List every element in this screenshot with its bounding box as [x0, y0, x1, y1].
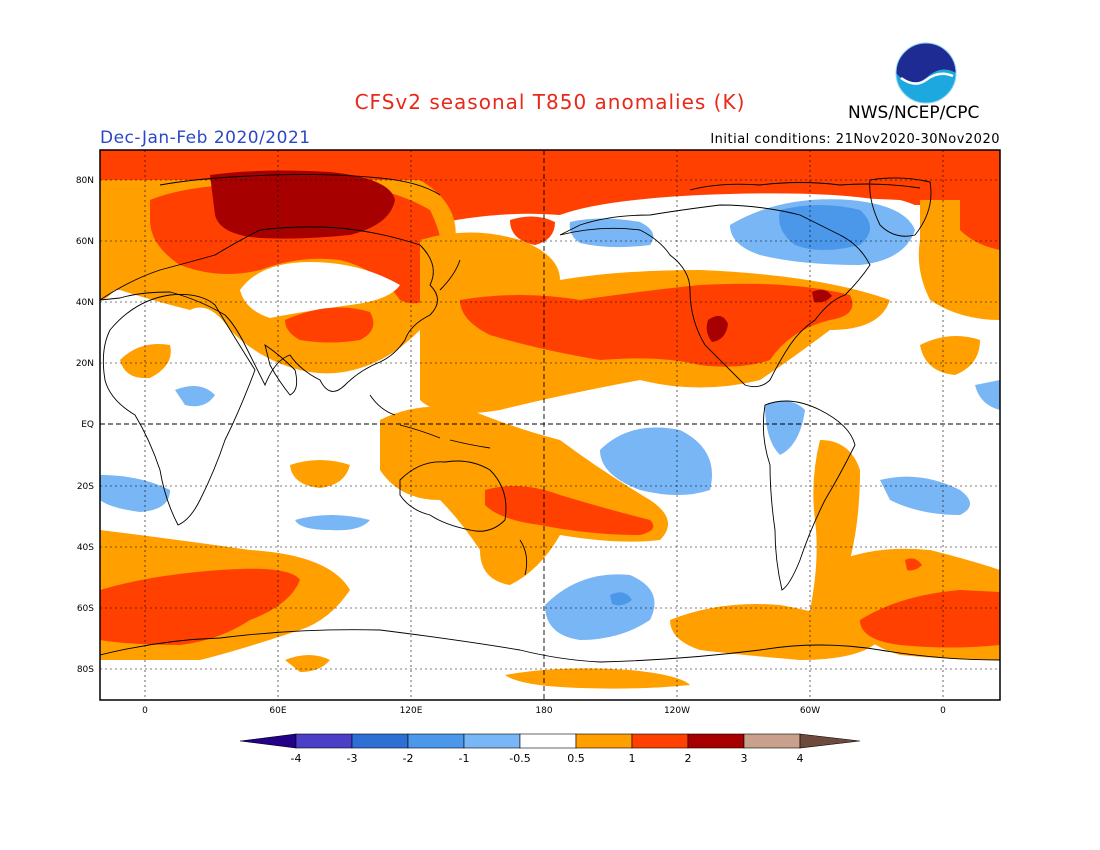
lon-label: 120W [664, 706, 690, 716]
colorbar-segment [351, 733, 409, 749]
colorbar [239, 733, 861, 749]
colorbar-segment [575, 733, 633, 749]
lon-label: 180 [535, 706, 552, 716]
lat-label: 20N [76, 359, 94, 369]
colorbar-tick-label: -4 [291, 752, 302, 765]
colorbar-tick-label: -2 [403, 752, 414, 765]
lon-label: 60E [269, 706, 286, 716]
lon-label: 120E [400, 706, 423, 716]
agency-label: NWS/NCEP/CPC [848, 103, 980, 123]
colorbar-segment [519, 733, 577, 749]
colorbar-tick-label: -3 [347, 752, 358, 765]
coastlines [100, 173, 1000, 663]
lat-label: EQ [81, 420, 94, 430]
lat-label: 60S [77, 604, 94, 614]
colorbar-segment [743, 733, 801, 749]
colorbar-segment [631, 733, 689, 749]
initial-conditions-label: Initial conditions: 21Nov2020-30Nov2020 [710, 132, 1000, 147]
season-label: Dec-Jan-Feb 2020/2021 [100, 128, 311, 148]
lat-label: 80N [76, 176, 94, 186]
colorbar-tick-label: 4 [797, 752, 804, 765]
lat-label: 20S [77, 482, 94, 492]
lon-label: 60W [800, 706, 820, 716]
colorbar-segment [239, 733, 297, 749]
colorbar-tick-label: 2 [685, 752, 692, 765]
anomaly-fields [100, 150, 1000, 700]
lat-label: 40N [76, 298, 94, 308]
colorbar-segment [687, 733, 745, 749]
equator-dateline [100, 150, 1000, 700]
colorbar-tick-label: 3 [741, 752, 748, 765]
grid-lines [100, 150, 1000, 700]
colorbar-segment [799, 733, 861, 749]
map-frame [99, 149, 1001, 701]
colorbar-tick-label: 1 [629, 752, 636, 765]
map-title: CFSv2 seasonal T850 anomalies (K) [354, 90, 746, 114]
lat-label: 40S [77, 543, 94, 553]
colorbar-tick-label: 0.5 [567, 752, 585, 765]
colorbar-segment [295, 733, 353, 749]
colorbar-tick-label: -1 [459, 752, 470, 765]
colorbar-segment [463, 733, 521, 749]
colorbar-tick-label: -0.5 [509, 752, 530, 765]
lon-label: 0 [940, 706, 946, 716]
lat-label: 60N [76, 237, 94, 247]
noaa-logo-icon [895, 42, 957, 104]
lon-label: 0 [142, 706, 148, 716]
lat-label: 80S [77, 665, 94, 675]
colorbar-segment [407, 733, 465, 749]
